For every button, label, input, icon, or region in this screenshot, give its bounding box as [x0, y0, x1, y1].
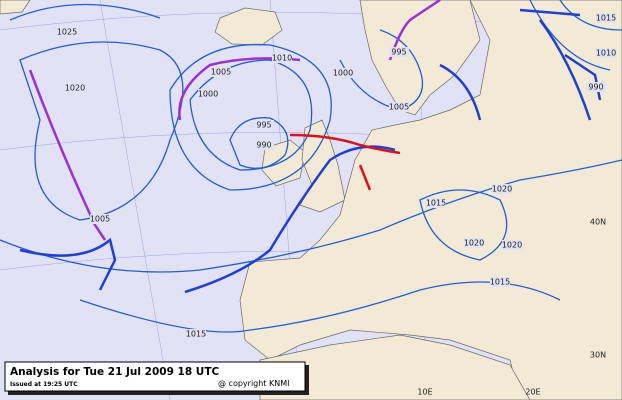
- label-bg: [596, 13, 616, 23]
- isobar-label: 1010: [272, 54, 292, 63]
- isobar-label: 1015: [186, 330, 206, 339]
- isobar-label: 1010: [596, 49, 616, 58]
- grid-label: 10E: [417, 388, 432, 397]
- label-bg: [186, 329, 206, 339]
- isobar-label: 1000: [333, 69, 353, 78]
- label-bg: [492, 184, 512, 194]
- label-bg: [596, 48, 616, 58]
- label-bg: [426, 198, 446, 208]
- isobar-label: 1005: [389, 103, 409, 112]
- isobar-label: 1015: [490, 278, 510, 287]
- isobar-label: 1020: [502, 241, 522, 250]
- label-bg: [502, 240, 522, 250]
- isobar-label: 995: [391, 48, 406, 57]
- label-bg: [490, 277, 510, 287]
- isobar-label: 1005: [211, 68, 231, 77]
- grid-label: 30N: [590, 351, 606, 360]
- grid-labels: 10E 20E 40N 30N: [417, 218, 606, 397]
- grid-label: 40N: [590, 218, 606, 227]
- isobar-label: 1020: [65, 84, 85, 93]
- isobar-label: 1015: [426, 199, 446, 208]
- isobar-label: 990: [256, 141, 271, 150]
- isobar-labels: 1025 1020 1005 1010 1000 995 990 1005 1015 1020 10…: [57, 13, 616, 339]
- isobar-label: 1025: [57, 28, 77, 37]
- label-bg: [211, 67, 231, 77]
- label-bg: [272, 53, 292, 63]
- label-bg: [65, 83, 85, 93]
- label-bg: [464, 238, 484, 248]
- map-title: Analysis for Tue 21 Jul 2009 18 UTC: [10, 366, 219, 378]
- isobar-label: 1015: [596, 14, 616, 23]
- isobar-label: 990: [588, 83, 603, 92]
- isobar-label: 995: [256, 121, 271, 130]
- isobar-label: 1005: [90, 215, 110, 224]
- label-bg: [389, 47, 409, 57]
- grid-label: 20E: [525, 388, 540, 397]
- label-bg: [90, 214, 110, 224]
- label-bg: [333, 68, 353, 78]
- isobar-label: 1020: [464, 239, 484, 248]
- label-bg: [254, 120, 274, 130]
- title-box: [4, 361, 306, 392]
- isobar-label: 1000: [198, 90, 218, 99]
- issued: Issued at 19:25 UTC: [10, 381, 78, 388]
- label-bg: [254, 140, 274, 150]
- label-bg: [389, 102, 409, 112]
- label-bg: [57, 27, 77, 37]
- copyright: @ copyright KNMI: [218, 379, 289, 388]
- isobar-label: 1020: [492, 185, 512, 194]
- label-bg: [586, 82, 606, 92]
- label-bg: [198, 89, 218, 99]
